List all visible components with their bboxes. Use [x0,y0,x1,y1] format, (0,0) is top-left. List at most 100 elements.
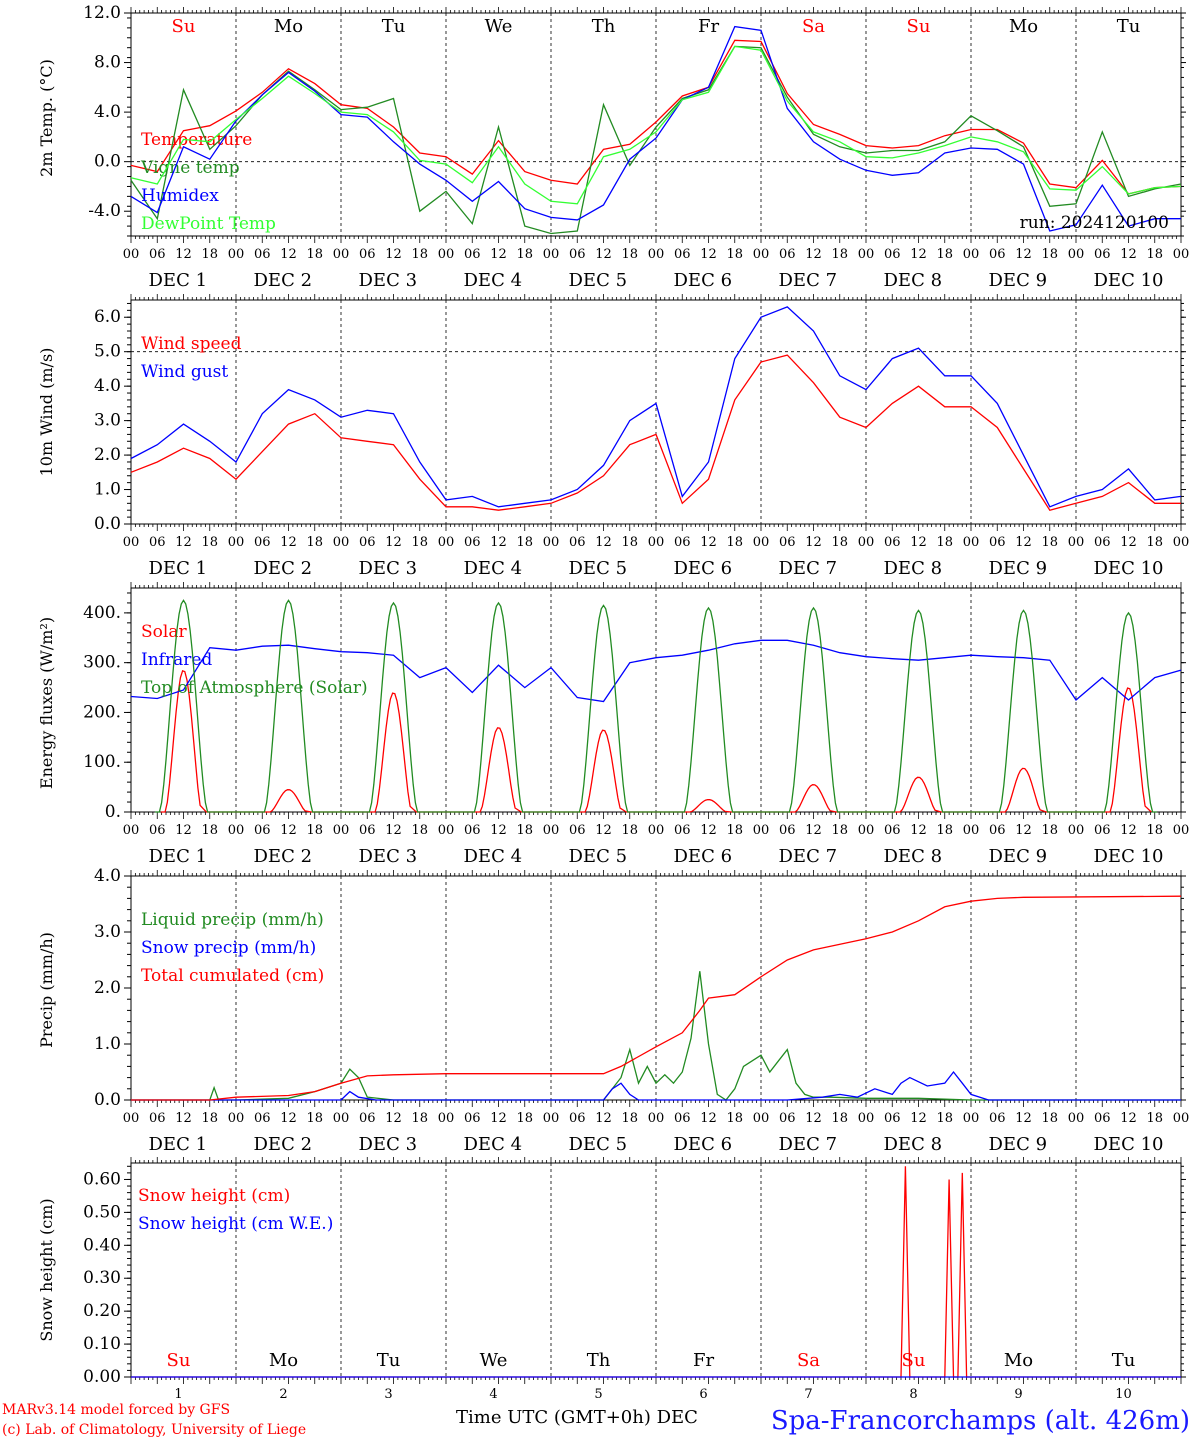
x-hour-label: 12 [910,1111,927,1126]
x-hour-label: 12 [385,823,402,838]
y-tick-label: 1.0 [94,480,121,500]
x-date-label: DEC 1 [149,558,208,579]
x-date-label: DEC 8 [884,1134,943,1155]
x-hour-label: 18 [1041,823,1058,838]
x-hour-label: 12 [280,823,297,838]
series-line [130,25,1181,232]
x-hour-label: 12 [1120,823,1137,838]
x-hour-label: 12 [595,823,612,838]
x-hour-label: 18 [306,823,323,838]
series-line [130,45,1182,205]
x-hour-label: 18 [1041,1111,1058,1126]
x-hour-label: 12 [700,535,717,550]
x-hour-label: 00 [543,535,560,550]
weekday-label: Su [902,1350,926,1371]
x-hour-label: 00 [333,823,350,838]
weekday-label: Su [907,16,931,37]
x-hour-label: 00 [963,1111,980,1126]
y-axis-label: 2m Temp. (°C) [37,59,56,177]
weekday-label: Tu [1117,16,1141,37]
x-hour-label: 00 [438,823,455,838]
x-hour-label: 18 [1146,1111,1163,1126]
x-hour-label: 18 [831,823,848,838]
x-hour-label: 18 [1041,247,1058,262]
x-hour-label: 00 [963,535,980,550]
x-hour-label: 00 [1068,247,1085,262]
x-hour-label: 12 [1015,1111,1032,1126]
x-date-label: DEC 5 [569,558,628,579]
x-hour-label: 12 [490,1111,507,1126]
plot-frame [130,299,1182,525]
x-date-label: DEC 5 [569,846,628,867]
x-hour-label: 00 [228,823,245,838]
x-hour-label: 00 [648,823,665,838]
x-hour-label: 00 [1068,823,1085,838]
x-hour-label: 00 [543,247,560,262]
x-hour-label: 12 [700,247,717,262]
y-tick-label: 6.0 [94,307,121,327]
legend-entry: Snow precip (mm/h) [141,938,316,958]
x-date-label: DEC 10 [1094,270,1164,291]
x-hour-label: 18 [201,823,218,838]
x-hour-label: 06 [359,823,376,838]
x-hour-label: 06 [149,1111,166,1126]
y-tick-label: 5.0 [94,342,121,362]
legend-entry: Vigne temp [140,158,240,178]
weekday-label: Th [587,1350,611,1371]
x-hour-label: 00 [858,535,875,550]
x-hour-label: 00 [1173,823,1190,838]
weekday-label: Mo [1009,16,1038,37]
x-hour-label: 18 [831,535,848,550]
weekday-label: Sa [802,16,825,37]
x-date-label: DEC 4 [464,1134,523,1155]
x-hour-label: 12 [175,535,192,550]
x-hour-label: 06 [884,247,901,262]
weekday-label: We [480,1350,508,1371]
x-hour-label: 18 [516,823,533,838]
x-hour-label: 12 [1015,247,1032,262]
y-tick-label: 0.10 [83,1334,121,1354]
legend-entry: Snow height (cm W.E.) [138,1214,333,1234]
x-hour-label: 06 [149,247,166,262]
x-hour-label: 00 [123,823,140,838]
x-hour-label: 00 [963,823,980,838]
x-date-label: DEC 3 [359,270,418,291]
x-hour-label: 06 [464,247,481,262]
x-date-label: DEC 5 [569,270,628,291]
x-hour-label: 00 [648,247,665,262]
x-hour-label: 06 [884,535,901,550]
x-hour-label: 18 [411,823,428,838]
x-date-label: DEC 4 [464,270,523,291]
x-hour-label: 12 [1015,535,1032,550]
x-hour-label: 00 [1173,1111,1190,1126]
x-hour-label: 18 [831,247,848,262]
x-date-label: DEC 1 [149,1134,208,1155]
x-hour-label: 00 [648,535,665,550]
x-hour-label: 06 [1094,1111,1111,1126]
weekday-label: Fr [698,16,719,37]
x-hour-label: 06 [989,1111,1006,1126]
y-tick-label: 400. [83,603,121,623]
y-tick-label: 200. [83,702,121,722]
x-hour-label: 00 [858,1111,875,1126]
x-date-label: DEC 3 [359,1134,418,1155]
x-hour-label: 06 [149,535,166,550]
x-hour-label: 12 [280,535,297,550]
weekday-label: Fr [693,1350,714,1371]
y-axis-label: 10m Wind (m/s) [37,348,56,477]
x-hour-label: 12 [385,1111,402,1126]
x-date-label: DEC 7 [779,270,838,291]
y-tick-label: 100. [83,752,121,772]
day-number-label: 7 [804,1387,812,1402]
x-date-label: DEC 7 [779,1134,838,1155]
x-date-label: DEC 10 [1094,558,1164,579]
series-line [131,1070,1181,1101]
x-hour-label: 18 [726,535,743,550]
x-hour-label: 18 [621,823,638,838]
x-date-label: DEC 4 [464,558,523,579]
x-hour-label: 12 [385,247,402,262]
x-hour-label: 18 [1146,247,1163,262]
x-hour-label: 18 [411,535,428,550]
x-date-label: DEC 7 [779,558,838,579]
x-hour-label: 06 [1094,247,1111,262]
